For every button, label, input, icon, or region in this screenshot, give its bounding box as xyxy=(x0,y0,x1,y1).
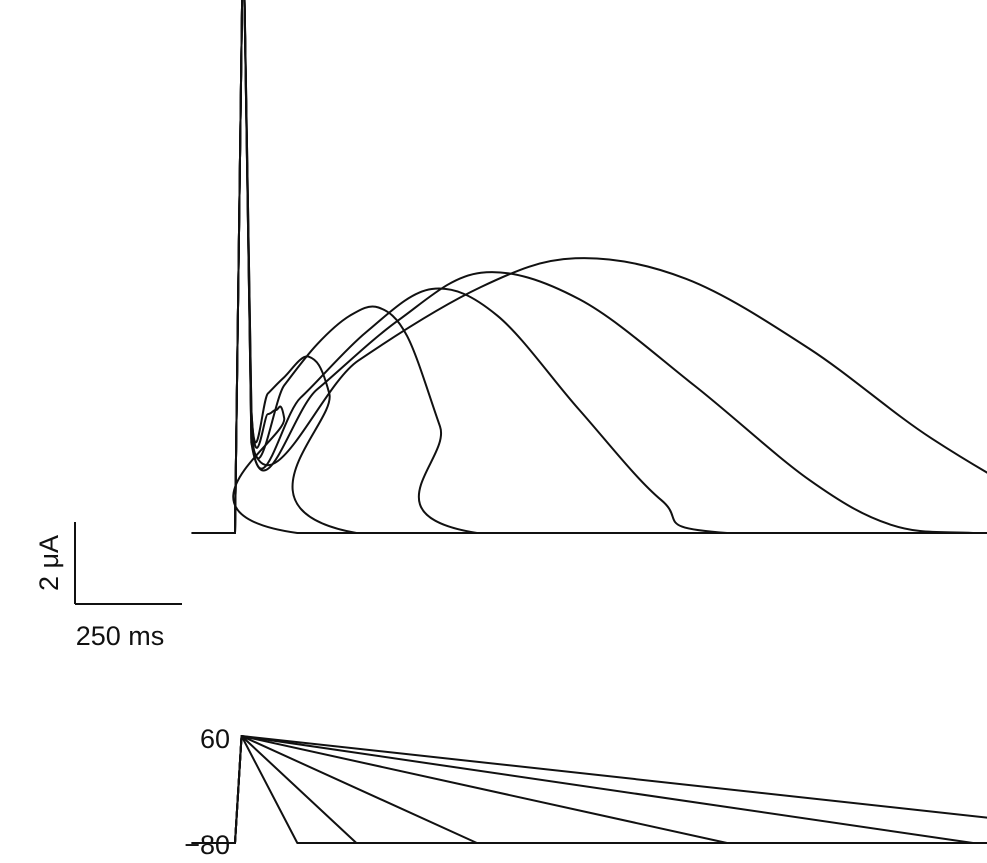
voltage-tick-label-top: 60 xyxy=(200,724,230,754)
current-trace-4 xyxy=(191,0,987,534)
voltage-ramp-1 xyxy=(191,735,987,844)
scale-bar-time-label: 250 ms xyxy=(76,621,165,651)
voltage-protocol-panel: 60 −80 xyxy=(184,724,987,860)
current-trace-1 xyxy=(191,0,987,534)
current-traces-panel xyxy=(191,0,987,534)
voltage-tick-label-bottom: −80 xyxy=(184,830,230,860)
current-trace-6 xyxy=(191,0,987,534)
current-trace-5 xyxy=(191,0,987,534)
scale-bar-current-label: 2 μA xyxy=(34,535,64,591)
scale-bar: 2 μA 250 ms xyxy=(34,522,182,651)
current-trace-2 xyxy=(191,0,987,534)
current-trace-3 xyxy=(191,0,987,534)
